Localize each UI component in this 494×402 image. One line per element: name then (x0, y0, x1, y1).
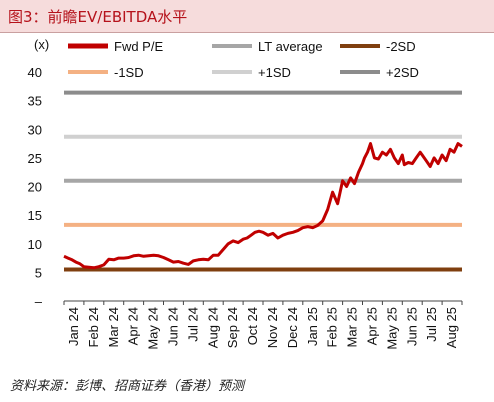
y-tick-label: 35 (28, 94, 42, 109)
x-tick-label: Jun 24 (165, 307, 180, 346)
chart-title: 图3：前瞻EV/EBITDA水平 (8, 8, 188, 26)
reference-lines (64, 90, 462, 272)
legend-label-2sd: +2SD (386, 65, 419, 80)
series-line-fwd-p-e (63, 142, 463, 270)
y-tick-label: 40 (28, 65, 42, 80)
x-tick-label: Mar 24 (106, 307, 121, 347)
x-tick-label: Dec 24 (285, 307, 300, 348)
y-tick-label: 5 (35, 265, 42, 280)
y-tick-label: 20 (28, 180, 42, 195)
x-tick-label: Sep 24 (225, 307, 240, 348)
x-tick-label: Mar 25 (345, 307, 360, 347)
legend-label-fwd-p-e: Fwd P/E (114, 39, 163, 54)
x-tick-label: Jan 25 (305, 307, 320, 346)
x-axis: Jan 24 Feb 24 Mar 24 Apr 24 May 24 Jun 24 Jul … (63, 300, 463, 350)
x-tick-label: Jan 24 (66, 307, 81, 346)
x-tick-label: Aug 24 (205, 307, 220, 348)
y-tick-label: 10 (28, 237, 42, 252)
legend-label-1sd: -1SD (114, 65, 144, 80)
x-tick-label: Apr 24 (126, 307, 141, 345)
x-tick-label: Feb 24 (86, 307, 101, 347)
legend-label-2sd: -2SD (386, 39, 416, 54)
x-tick-label: Aug 25 (444, 307, 459, 348)
x-tick-label: Jun 25 (404, 307, 419, 346)
x-tick-label: May 25 (384, 307, 399, 350)
y-tick-label: 30 (28, 122, 42, 137)
chart-canvas: Fwd P/E LT average -2SD -1SD +1SD +2SD (x) 40… (28, 37, 463, 350)
x-tick-label: May 24 (146, 307, 161, 350)
y-tick-label: – (35, 294, 43, 309)
y-axis-unit-label: (x) (34, 37, 49, 52)
x-tick-label: Jul 24 (185, 307, 200, 342)
legend-label-lt-average: LT average (258, 39, 323, 54)
x-tick-label: Nov 24 (265, 307, 280, 348)
title-divider (0, 32, 494, 33)
y-tick-label: 15 (28, 208, 42, 223)
plot-area (63, 142, 463, 270)
x-tick-label: Jul 25 (424, 307, 439, 342)
legend-label-1sd: +1SD (258, 65, 291, 80)
y-tick-label: 25 (28, 151, 42, 166)
title-bar (0, 0, 494, 32)
y-axis: 40 35 30 25 20 15 10 5 – (28, 65, 43, 309)
chart-legend: Fwd P/E LT average -2SD -1SD +1SD +2SD (68, 39, 419, 80)
source-note: 资料来源：彭博、招商证券（香港）预测 (10, 379, 245, 394)
x-tick-label: Feb 25 (325, 307, 340, 347)
x-tick-label: Apr 25 (364, 307, 379, 345)
x-tick-label: Oct 24 (245, 307, 260, 345)
